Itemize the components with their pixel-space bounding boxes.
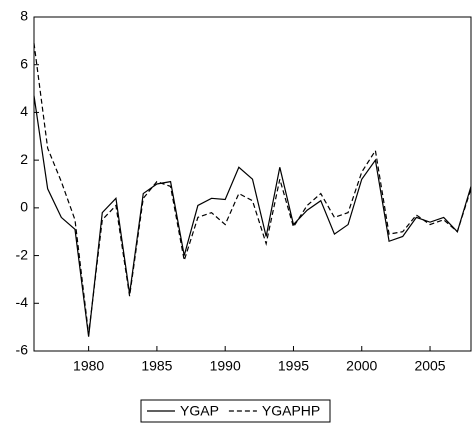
legend-box: [140, 399, 331, 423]
plot-frame: [33, 16, 472, 352]
legend-label: YGAP: [180, 403, 219, 419]
y-tick-label: -6: [16, 342, 29, 358]
y-tick-label: 4: [20, 103, 28, 119]
series-line: [33, 95, 472, 337]
plot-area: -6 -4 -2 0 2 4 6 8 1980 1985 1990 1995 2000 2005: [16, 8, 472, 374]
x-tick-label: 2000: [346, 358, 377, 374]
y-tick-label: 8: [20, 8, 28, 24]
x-tick-label: 1990: [210, 358, 241, 374]
x-tick-label: 1995: [278, 358, 309, 374]
y-tick-label: 2: [20, 151, 28, 167]
y-tick-label: 6: [20, 55, 28, 71]
x-tick-label: 1980: [73, 358, 104, 374]
legend: YGAP YGAPHP: [140, 399, 331, 423]
y-tick-label: -4: [16, 294, 29, 310]
series-line: [33, 43, 472, 335]
x-tick-label: 2005: [414, 358, 445, 374]
x-tick-label: 1985: [141, 358, 172, 374]
y-tick-label: 0: [20, 199, 28, 215]
y-tick-label: -2: [16, 246, 29, 262]
legend-label: YGAPHP: [262, 403, 320, 419]
